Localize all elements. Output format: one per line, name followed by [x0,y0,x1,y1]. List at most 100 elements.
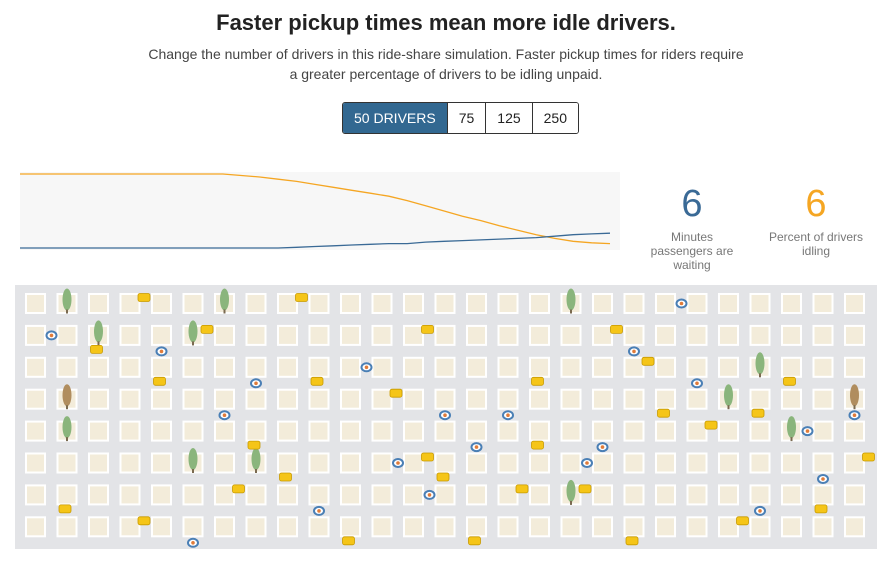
city-block-fill [846,422,863,440]
city-block-fill [468,422,485,440]
car-icon [578,484,592,494]
city-block-fill [657,422,674,440]
passenger-icon [360,362,373,373]
city-block-fill [184,390,202,408]
city-block-fill [247,390,265,408]
city-block-fill [436,518,454,536]
city-block-fill [310,518,328,536]
city-block-fill [657,518,674,536]
city-block-fill [153,390,170,408]
simulation-map [15,285,877,549]
driver-option-250[interactable]: 250 [531,103,578,133]
city-block-fill [279,326,296,344]
city-block-fill [342,422,359,440]
city-block-fill [121,454,139,472]
city-block-fill [688,422,706,440]
city-block-fill [625,422,643,440]
city-block-fill [373,295,391,312]
city-block-fill [121,295,139,312]
car-icon [531,376,544,386]
car-icon [247,440,261,450]
city-block-fill [153,358,170,376]
car-icon [814,504,828,514]
tree-icon [188,320,198,346]
city-block-fill [657,454,674,472]
city-block-fill [499,454,517,472]
tree-icon [220,288,229,314]
city-block-fill [531,486,548,504]
city-block-fill [814,422,832,440]
passenger-icon [502,410,514,421]
car-icon [641,356,655,366]
passenger-icon [848,410,861,421]
passenger-icon [250,378,262,389]
city-block-fill [90,358,107,376]
wait-label: Minutes passengers are waiting [650,230,734,272]
city-block-fill [436,295,454,312]
city-block-fill [184,486,202,504]
city-block-fill [625,358,643,376]
city-block-fill [499,295,517,312]
city-block-fill [184,295,202,312]
city-block-fill [688,326,706,344]
city-block-fill [90,486,107,504]
city-block-fill [216,326,233,344]
city-block-fill [27,422,44,440]
city-block-fill [499,518,517,536]
city-block-fill [342,486,359,504]
city-block-fill [468,518,485,536]
city-block-fill [499,358,517,376]
city-block-fill [531,518,548,536]
city-block-fill [247,326,265,344]
driver-option-125[interactable]: 125 [485,103,532,133]
city-block-fill [58,326,76,344]
passenger-icon [45,330,58,341]
series-line-1 [20,232,611,249]
tree-icon [724,384,733,410]
city-block-fill [688,295,706,312]
city-block-fill [27,518,44,536]
city-block-fill [90,390,107,408]
city-block-fill [751,486,769,504]
driver-option-75[interactable]: 75 [446,103,486,133]
city-block-fill [688,454,706,472]
car-icon [153,376,166,386]
passenger-icon [581,458,593,468]
city-block-fill [846,358,863,376]
city-block-fill [90,518,107,536]
city-block-fill [184,422,202,440]
passenger-icon [313,505,325,516]
city-block-fill [625,518,643,536]
city-block-fill [625,454,643,472]
city-block-fill [751,326,769,344]
passenger-icon [817,474,829,484]
city-block-fill [405,454,422,472]
city-block-fill [499,390,517,408]
city-block-fill [531,295,548,312]
passenger-icon [596,442,609,453]
page-title: Faster pickup times mean more idle drive… [216,10,676,35]
tree-icon [188,448,198,473]
city-block-fill [783,454,800,472]
car-icon [295,293,308,302]
city-block-fill [814,486,832,504]
tree-icon [566,288,576,314]
passenger-icon [628,346,640,357]
city-block-fill [90,295,107,312]
car-icon [200,325,214,334]
city-block-fill [342,518,359,536]
city-block-fill [247,518,265,536]
city-block-fill [783,358,800,376]
car-icon [610,325,623,334]
car-icon [657,408,670,418]
city-block-fill [27,486,44,504]
city-block-fill [783,486,800,504]
city-block-fill [814,358,832,376]
city-block-fill [625,326,643,344]
driver-option-50[interactable]: 50 DRIVERS [343,103,447,133]
city-block-fill [468,390,485,408]
car-icon [421,452,434,462]
city-block-fill [373,422,391,440]
page-subtitle: Change the number of drivers in this rid… [148,46,744,82]
city-block-fill [310,422,328,440]
